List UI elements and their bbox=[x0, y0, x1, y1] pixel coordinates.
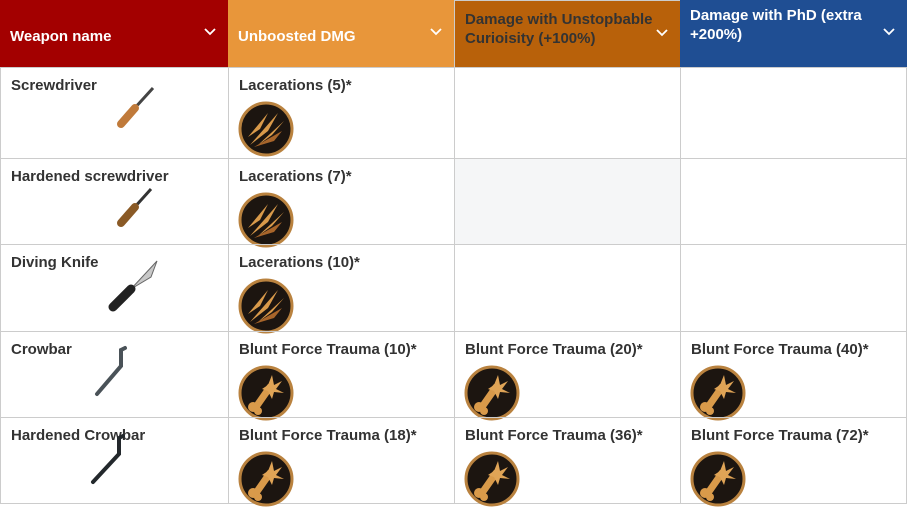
damage-text: Lacerations (7)* bbox=[239, 168, 352, 185]
header-text: Damage with Unstopbable Curioisity (+100… bbox=[465, 11, 653, 47]
damage-text: Lacerations (10)* bbox=[239, 254, 360, 271]
blunt-trauma-icon bbox=[690, 365, 746, 421]
damage-cell: Blunt Force Trauma (18)* bbox=[228, 417, 454, 503]
damage-text: Blunt Force Trauma (40)* bbox=[691, 341, 869, 358]
screwdriver-icon bbox=[117, 187, 153, 227]
weapon-name: Crowbar bbox=[11, 341, 72, 358]
sort-chevron[interactable] bbox=[204, 28, 216, 36]
blunt-trauma-icon bbox=[238, 451, 294, 507]
crowbar-icon bbox=[91, 434, 125, 484]
header-text: Weapon name bbox=[10, 28, 112, 45]
damage-text: Blunt Force Trauma (36)* bbox=[465, 427, 643, 444]
lacerations-icon bbox=[238, 278, 294, 334]
header-text: Damage with PhD (extra +200%) bbox=[690, 7, 862, 43]
weapon-cell: Screwdriver bbox=[0, 67, 228, 158]
blunt-trauma-icon bbox=[464, 451, 520, 507]
lacerations-icon bbox=[238, 192, 294, 248]
damage-text: Lacerations (5)* bbox=[239, 77, 352, 94]
damage-text: Blunt Force Trauma (10)* bbox=[239, 341, 417, 358]
blunt-trauma-icon bbox=[690, 451, 746, 507]
damage-cell bbox=[454, 158, 680, 244]
weapon-name: Diving Knife bbox=[11, 254, 99, 271]
weapon-cell: Hardened screwdriver bbox=[0, 158, 228, 244]
damage-cell: Blunt Force Trauma (10)* bbox=[228, 331, 454, 417]
lacerations-icon bbox=[238, 101, 294, 157]
header-text: Unboosted DMG bbox=[238, 28, 356, 45]
weapon-cell: Diving Knife bbox=[0, 244, 228, 331]
damage-cell: Lacerations (5)* bbox=[228, 67, 454, 158]
crowbar-icon bbox=[95, 346, 127, 396]
damage-cell: Blunt Force Trauma (40)* bbox=[680, 331, 907, 417]
damage-text: Blunt Force Trauma (72)* bbox=[691, 427, 869, 444]
damage-cell bbox=[680, 67, 907, 158]
damage-text: Blunt Force Trauma (20)* bbox=[465, 341, 643, 358]
damage-cell: Lacerations (10)* bbox=[228, 244, 454, 331]
weapon-name: Hardened screwdriver bbox=[11, 168, 169, 185]
knife-icon bbox=[108, 260, 158, 312]
damage-cell bbox=[454, 67, 680, 158]
screwdriver-icon bbox=[117, 86, 155, 128]
blunt-trauma-icon bbox=[464, 365, 520, 421]
sort-chevron[interactable] bbox=[430, 28, 442, 36]
weapon-cell: Crowbar bbox=[0, 331, 228, 417]
damage-text: Blunt Force Trauma (18)* bbox=[239, 427, 417, 444]
damage-cell: Lacerations (7)* bbox=[228, 158, 454, 244]
sort-chevron[interactable] bbox=[883, 28, 895, 36]
header-cell[interactable]: Damage with PhD (extra +200%) bbox=[680, 0, 907, 67]
damage-cell: Blunt Force Trauma (72)* bbox=[680, 417, 907, 503]
weapon-name: Screwdriver bbox=[11, 77, 97, 94]
damage-cell: Blunt Force Trauma (20)* bbox=[454, 331, 680, 417]
header-cell[interactable]: Weapon name bbox=[0, 0, 228, 67]
blunt-trauma-icon bbox=[238, 365, 294, 421]
damage-cell bbox=[454, 244, 680, 331]
header-cell[interactable]: Unboosted DMG bbox=[228, 0, 454, 67]
damage-cell bbox=[680, 244, 907, 331]
sort-chevron[interactable] bbox=[656, 29, 668, 37]
damage-cell: Blunt Force Trauma (36)* bbox=[454, 417, 680, 503]
weapon-name: Hardened Crowbar bbox=[11, 427, 146, 444]
weapon-cell: Hardened Crowbar bbox=[0, 417, 228, 503]
damage-cell bbox=[680, 158, 907, 244]
header-cell[interactable]: Damage with Unstopbable Curioisity (+100… bbox=[454, 0, 680, 67]
